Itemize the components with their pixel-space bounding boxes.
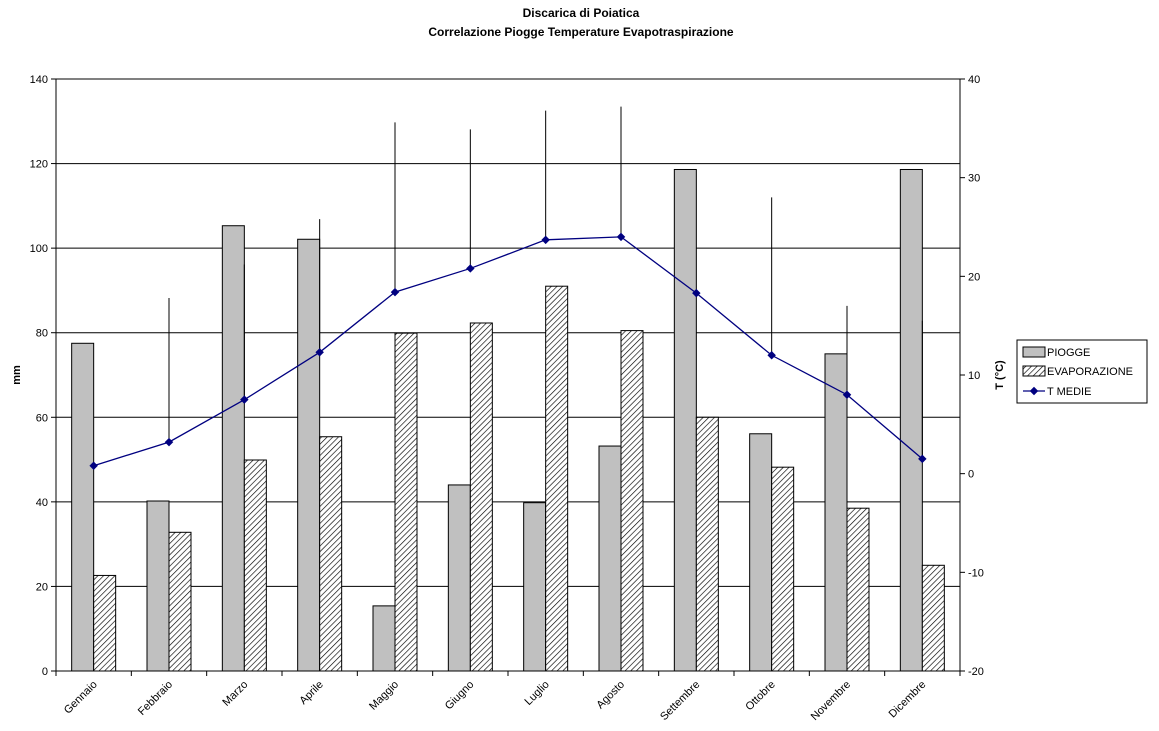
gridlines xyxy=(56,78,960,587)
y-axis-label: mm xyxy=(11,365,23,385)
y-tick-label-140: 140 xyxy=(30,74,48,86)
point-tmedie-luglio xyxy=(541,235,550,245)
y-tick-label-100: 100 xyxy=(30,243,48,255)
x-tick-label-marzo: Marzo xyxy=(220,679,250,709)
bar-evaporazione-ottobre xyxy=(771,466,795,672)
chart-subtitle: Correlazione Piogge Temperature Evapotra… xyxy=(428,25,734,39)
bar-evaporazione-agosto xyxy=(620,330,644,672)
bar-piogge-maggio xyxy=(372,605,396,672)
bar-evaporazione-gennaio xyxy=(93,574,117,672)
point-tmedie-ottobre xyxy=(767,351,776,360)
point-tmedie-febbraio xyxy=(164,437,174,447)
bar-evaporazione-novembre xyxy=(846,507,870,672)
bar-piogge-giugno xyxy=(447,484,471,672)
point-tmedie-novembre xyxy=(842,390,852,399)
y-tick-label-0: 0 xyxy=(42,666,48,678)
point-tmedie-marzo xyxy=(240,395,249,404)
y2-tick-label-40: 40 xyxy=(968,74,980,86)
x-tick-label-dicembre: Dicembre xyxy=(887,679,929,721)
temperature-line xyxy=(89,232,927,471)
bar-evaporazione-febbraio xyxy=(168,531,192,672)
x-tick-label-ottobre: Ottobre xyxy=(743,679,777,713)
y-tick-label-120: 120 xyxy=(30,159,48,171)
x-tick-label-novembre: Novembre xyxy=(809,679,853,723)
bar-piogge-settembre xyxy=(673,168,697,672)
point-tmedie-gennaio xyxy=(89,461,98,471)
x-tick-label-aprile: Aprile xyxy=(297,679,325,707)
y2-tick-label--10: -10 xyxy=(968,567,984,579)
legend-swatch-piogge xyxy=(1022,346,1046,358)
bar-evaporazione-maggio xyxy=(394,332,418,672)
point-tmedie-maggio xyxy=(390,287,400,297)
bar-evaporazione-giugno xyxy=(469,322,493,672)
error-bars xyxy=(168,106,923,477)
bar-evaporazione-luglio xyxy=(545,285,569,672)
axes xyxy=(51,78,965,676)
point-tmedie-dicembre xyxy=(918,454,927,464)
bar-piogge-agosto xyxy=(598,445,622,672)
x-tick-label-giugno: Giugno xyxy=(443,679,477,713)
y2-tick-label-30: 30 xyxy=(968,173,980,185)
legend-label-piogge: PIOGGE xyxy=(1047,347,1090,359)
line-tmedie xyxy=(93,236,923,467)
bar-evaporazione-dicembre xyxy=(921,564,945,672)
x-tick-label-gennaio: Gennaio xyxy=(62,679,100,717)
bar-piogge-gennaio xyxy=(71,342,95,672)
bars xyxy=(71,168,945,672)
bar-evaporazione-marzo xyxy=(243,459,267,672)
y2-tick-label--20: -20 xyxy=(968,666,984,678)
bar-piogge-luglio xyxy=(523,502,547,672)
bar-piogge-aprile xyxy=(297,238,321,672)
legend-label-evaporazione: EVAPORAZIONE xyxy=(1047,366,1133,378)
y-tick-label-80: 80 xyxy=(36,328,48,340)
point-tmedie-aprile xyxy=(315,348,324,357)
bar-evaporazione-aprile xyxy=(319,436,343,672)
y-tick-label-40: 40 xyxy=(36,497,48,509)
y2-tick-label-0: 0 xyxy=(968,469,974,481)
x-tick-label-maggio: Maggio xyxy=(367,679,401,713)
bar-piogge-marzo xyxy=(221,225,245,672)
legend-swatch-evaporazione xyxy=(1022,365,1046,377)
chart-title: Discarica di Poiatica xyxy=(523,6,640,20)
x-tick-label-settembre: Settembre xyxy=(658,679,702,723)
bar-evaporazione-settembre xyxy=(695,416,719,672)
legend-label-tmedie: T MEDIE xyxy=(1047,386,1091,398)
y2-tick-label-20: 20 xyxy=(968,271,980,283)
x-tick-label-agosto: Agosto xyxy=(594,679,627,712)
y-tick-label-60: 60 xyxy=(36,412,48,424)
bar-piogge-febbraio xyxy=(146,500,170,672)
y2-axis-label: T (°C) xyxy=(994,360,1006,390)
point-tmedie-settembre xyxy=(692,288,701,298)
y2-tick-label-10: 10 xyxy=(968,370,980,382)
x-tick-label-febbraio: Febbraio xyxy=(136,679,175,718)
legend: PIOGGE EVAPORAZIONE T MEDIE xyxy=(1016,339,1148,404)
point-tmedie-giugno xyxy=(466,264,475,273)
x-tick-label-luglio: Luglio xyxy=(523,679,552,708)
bar-piogge-novembre xyxy=(824,353,848,672)
legend-marker-tmedie xyxy=(1029,386,1039,396)
bar-piogge-dicembre xyxy=(899,168,923,672)
y-tick-label-20: 20 xyxy=(36,581,48,593)
bar-piogge-ottobre xyxy=(749,433,773,672)
